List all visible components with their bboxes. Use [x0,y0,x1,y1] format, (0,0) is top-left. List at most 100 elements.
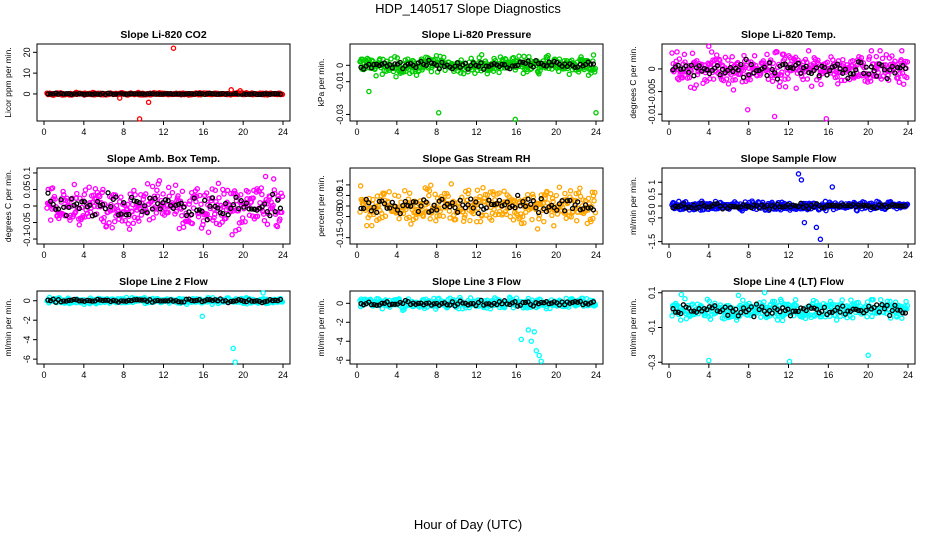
data-point-reference [389,199,395,206]
data-point-reference [811,204,817,210]
data-point-reference [504,301,510,307]
data-point [364,222,370,229]
scatter-points [44,45,286,122]
data-point [478,52,485,58]
data-point-reference [701,65,707,72]
data-point-reference [94,91,101,97]
data-point [250,195,256,201]
x-tick-label: 0 [354,370,359,380]
data-point [124,206,130,212]
data-point-reference [824,72,830,78]
data-point-reference [207,203,213,209]
data-point-reference [149,91,156,97]
data-point [778,72,785,78]
data-point-reference [100,90,106,97]
x-tick-label: 4 [394,250,399,260]
data-point [516,53,522,59]
data-point [176,225,183,232]
page-title: HDP_140517 Slope Diagnostics [375,1,561,16]
x-tick-label: 0 [666,127,671,137]
data-point-reference [871,204,877,210]
data-point-reference [215,91,221,97]
data-point-outlier [260,290,266,296]
data-point [804,76,811,82]
data-point [207,205,214,212]
data-point [896,79,903,86]
data-point-reference [512,204,518,211]
data-point-reference [89,298,96,304]
data-point [795,57,801,63]
data-point-reference [892,302,898,308]
data-point-reference [123,298,129,304]
data-point-reference [241,91,247,97]
data-point-reference [842,203,848,209]
data-point [160,191,166,197]
data-point-reference [746,307,752,313]
data-point-reference [704,306,710,313]
data-point [741,52,747,59]
data-point [106,220,112,226]
data-point-reference [853,306,859,312]
data-point-reference [564,198,570,204]
data-point-reference [774,201,781,207]
y-tick-label: 1 [647,180,657,185]
x-tick-label: 8 [434,370,439,380]
data-point-reference [795,308,801,315]
x-tick-label: 8 [746,127,751,137]
data-point [403,206,409,213]
y-tick-label: 10 [22,68,32,78]
data-point [257,199,263,206]
data-point-reference [714,308,721,314]
data-point [236,220,243,226]
data-point-reference [121,91,127,97]
data-point-outlier [528,338,535,344]
data-point-reference [793,203,799,209]
data-point [149,183,156,190]
data-point-reference [543,208,550,215]
data-point-reference [748,61,754,68]
data-point-reference [228,298,234,305]
data-point-outlier [531,329,538,335]
data-point [556,184,563,190]
x-tick-label: 20 [238,250,248,260]
data-point-reference [827,67,833,74]
data-point [211,214,217,221]
panel-2: Slope Li-820 Pressure 0 4 8 12 16 20 24 -0.03 -0.… [316,29,604,137]
data-point [818,81,824,88]
data-point-reference [894,203,901,209]
data-point [108,201,114,208]
data-point [357,183,364,189]
data-point-reference [462,205,469,211]
data-point-reference [371,204,377,211]
data-point-outlier [771,113,778,120]
data-point [216,194,222,201]
data-point [802,56,809,63]
data-point [889,53,895,59]
data-point-reference [434,62,440,68]
data-point [235,208,242,214]
data-point-reference [444,302,450,308]
panel-title: Slope Amb. Box Temp. [107,153,220,165]
scatter-points [44,173,286,238]
data-point-reference [785,306,791,312]
data-point [536,212,543,218]
data-point [833,317,840,323]
data-point-reference [173,91,179,97]
data-point [203,190,210,196]
data-point-reference [368,301,375,308]
data-point-reference [191,195,197,201]
data-point-reference [63,91,69,97]
data-point-reference [131,297,137,303]
data-point-reference [126,297,132,304]
data-point-reference [868,64,875,70]
data-point-reference [465,302,471,308]
data-point [674,49,680,55]
panel-9: Slope Line 4 (LT) Flow 0 4 8 12 16 20 24 -0.3 -0.… [628,276,916,380]
data-point-reference [118,298,124,304]
data-point [779,69,785,75]
data-point-reference [507,66,513,72]
data-point-reference [272,208,278,215]
data-point-reference [454,60,461,66]
data-point-reference [79,91,85,97]
data-point-reference [387,302,393,308]
